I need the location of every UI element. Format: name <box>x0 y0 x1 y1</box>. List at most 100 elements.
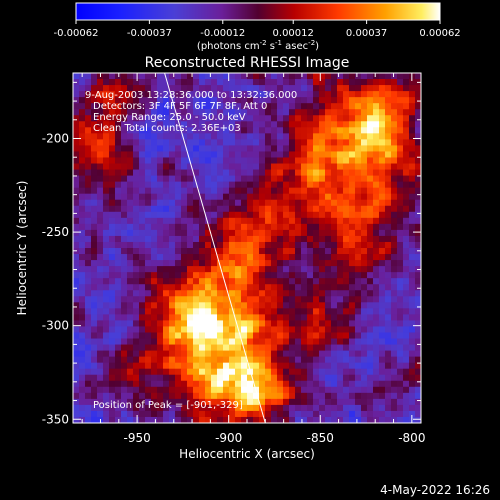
heatmap-cell <box>397 404 404 412</box>
heatmap-cell <box>307 115 314 122</box>
heatmap-cell <box>151 229 158 237</box>
heatmap-cell <box>175 109 182 116</box>
heatmap-cell <box>283 103 290 110</box>
heatmap-cell <box>349 91 356 98</box>
heatmap-cell <box>85 266 92 273</box>
heatmap-cell <box>79 248 86 255</box>
heatmap-cell <box>307 386 314 394</box>
heatmap-cell <box>211 97 218 104</box>
heatmap-cell <box>295 217 302 225</box>
heatmap-cell <box>85 223 92 231</box>
heatmap-cell <box>367 205 374 213</box>
heatmap-cell <box>217 199 224 207</box>
heatmap-cell <box>385 85 392 92</box>
heatmap-cell <box>259 115 266 122</box>
heatmap-cell <box>415 362 421 370</box>
heatmap-cell <box>367 302 374 309</box>
heatmap-cell <box>409 187 416 195</box>
heatmap-cell <box>169 350 176 358</box>
heatmap-cell <box>229 121 236 128</box>
heatmap-cell <box>175 127 182 134</box>
heatmap-cell <box>283 398 290 406</box>
heatmap-cell <box>187 175 194 183</box>
heatmap-cell <box>193 163 200 171</box>
heatmap-cell <box>259 169 266 177</box>
heatmap-cell <box>385 151 392 159</box>
heatmap-cell <box>157 284 164 291</box>
heatmap-cell <box>115 145 122 153</box>
heatmap-cell <box>115 344 122 352</box>
heatmap-cell <box>97 193 104 201</box>
heatmap-cell <box>343 302 350 309</box>
heatmap-cell <box>223 127 230 134</box>
heatmap-cell <box>379 169 386 177</box>
heatmap-cell <box>313 392 320 400</box>
heatmap-cell <box>211 157 218 165</box>
heatmap-cell <box>277 380 284 388</box>
heatmap-cell <box>391 103 398 110</box>
heatmap-cell <box>361 296 368 303</box>
heatmap-cell <box>415 314 421 322</box>
heatmap-cell <box>373 368 380 376</box>
heatmap-cell <box>91 278 98 285</box>
heatmap-cell <box>145 91 152 98</box>
heatmap-cell <box>229 314 236 322</box>
heatmap-cell <box>241 332 248 340</box>
heatmap-cell <box>91 362 98 370</box>
heatmap-cell <box>289 175 296 183</box>
heatmap-cell <box>259 314 266 322</box>
heatmap-cell <box>397 175 404 183</box>
heatmap-cell <box>259 157 266 165</box>
heatmap-cell <box>385 320 392 328</box>
heatmap-cell <box>241 392 248 400</box>
heatmap-cell <box>349 241 356 249</box>
heatmap-cell <box>301 211 308 219</box>
heatmap-cell <box>265 284 272 291</box>
heatmap-cell <box>91 211 98 219</box>
heatmap-cell <box>415 260 421 267</box>
heatmap-cell <box>331 205 338 213</box>
heatmap-cell <box>187 139 194 147</box>
heatmap-cell <box>253 151 260 159</box>
heatmap-cell <box>313 296 320 303</box>
heatmap-cell <box>295 181 302 189</box>
heatmap-cell <box>319 278 326 285</box>
heatmap-cell <box>187 205 194 213</box>
heatmap-cell <box>295 145 302 153</box>
heatmap-cell <box>259 284 266 291</box>
heatmap-cell <box>175 416 182 423</box>
heatmap-cell <box>409 266 416 273</box>
heatmap-cell <box>91 380 98 388</box>
heatmap-cell <box>109 290 116 297</box>
heatmap-cell <box>361 151 368 159</box>
heatmap-cell <box>115 326 122 334</box>
heatmap-cell <box>331 127 338 134</box>
heatmap-cell <box>409 235 416 243</box>
heatmap-cell <box>313 332 320 340</box>
heatmap-cell <box>223 79 230 86</box>
heatmap-cell <box>367 332 374 340</box>
heatmap-cell <box>133 320 140 328</box>
heatmap-cell <box>193 350 200 358</box>
heatmap-cell <box>73 290 80 297</box>
heatmap-cell <box>313 356 320 364</box>
heatmap-cell <box>319 350 326 358</box>
heatmap-cell <box>163 181 170 189</box>
heatmap-cell <box>259 278 266 285</box>
heatmap-cell <box>229 290 236 297</box>
heatmap-cell <box>175 398 182 406</box>
heatmap-cell <box>379 344 386 352</box>
heatmap-cell <box>181 374 188 382</box>
heatmap-cell <box>199 91 206 98</box>
heatmap-cell <box>403 248 410 255</box>
heatmap-cell <box>229 211 236 219</box>
heatmap-cell <box>307 344 314 352</box>
heatmap-cell <box>295 296 302 303</box>
heatmap-cell <box>103 326 110 334</box>
heatmap-cell <box>121 187 128 195</box>
heatmap-cell <box>145 217 152 225</box>
heatmap-cell <box>283 320 290 328</box>
heatmap-cell <box>373 392 380 400</box>
heatmap-cell <box>163 103 170 110</box>
heatmap-cell <box>361 163 368 171</box>
